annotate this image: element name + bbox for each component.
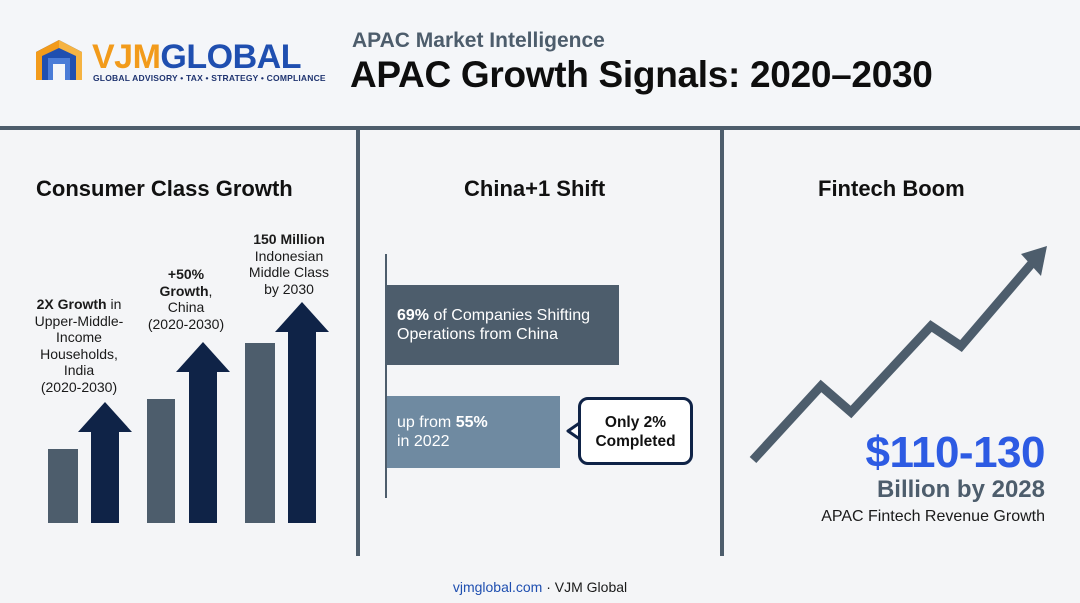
previous-prefix: up from — [397, 414, 456, 431]
footer-separator: · — [542, 579, 555, 595]
stat-china-line-2: (2020-2030) — [147, 315, 225, 332]
logo-vjm: VJM — [92, 38, 161, 76]
fintech-boom-title: Fintech Boom — [818, 176, 965, 201]
fintech-revenue-description: APAC Fintech Revenue Growth — [821, 508, 1045, 525]
stat-india-headline: 2X Growth — [36, 296, 107, 312]
china-shift-title: China+1 Shift — [464, 176, 606, 201]
consumer-bar-indonesia — [245, 343, 275, 523]
stat-indonesia-line-1: Indonesian — [254, 247, 324, 264]
stat-india: 2X Growth in Upper-Middle- Income Househ… — [20, 296, 138, 395]
fintech-revenue-value: $110-130 — [865, 428, 1045, 477]
callout-line-2: Completed — [595, 433, 676, 450]
completion-callout: Only 2% Completed — [578, 397, 693, 465]
stat-china-line-1: China — [167, 299, 205, 315]
page-title: APAC Growth Signals: 2020–2030 — [350, 54, 933, 95]
upward-trend-arrow-icon — [749, 246, 1047, 464]
stat-indonesia-headline: 150 Million — [253, 231, 325, 247]
stat-india-line-1: Upper-Middle- — [34, 312, 124, 329]
stat-india-line-2: Income — [56, 329, 102, 345]
shift-text-line-1: of Companies Shifting — [429, 307, 591, 324]
shift-percent-current: 69% — [397, 307, 430, 324]
stat-indonesia-line-2: Middle Class — [248, 264, 330, 280]
shift-text-line-2: Operations from China — [397, 326, 558, 343]
stat-indonesia: 150 Million Indonesian Middle Class by 2… — [234, 231, 344, 297]
stat-china-percent: +50% — [167, 266, 205, 282]
column-divider-2 — [720, 130, 724, 556]
bar-companies-shifting: 69% of Companies Shifting Operations fro… — [387, 285, 619, 365]
stat-india-line-3: Households, — [40, 345, 118, 362]
vjm-global-logo[interactable]: VJMGLOBAL GLOBAL ADVISORY • TAX • STRATE… — [32, 38, 332, 90]
column-divider-1 — [356, 130, 360, 556]
bar-previous-share: up from 55% in 2022 — [387, 396, 560, 468]
stat-india-in: in — [106, 296, 122, 312]
footer-website-link[interactable]: vjmglobal.com — [452, 579, 543, 595]
growth-arrow-china-icon — [176, 342, 230, 523]
growth-arrow-india-icon — [78, 402, 132, 523]
consumer-bar-india — [48, 449, 78, 523]
previous-year: in 2022 — [397, 433, 450, 450]
logo-global: GLOBAL — [160, 38, 301, 76]
consumer-class-title: Consumer Class Growth — [36, 176, 293, 201]
logo-wordmark: VJMGLOBAL — [92, 38, 301, 76]
stat-china: +50% Growth, China (2020-2030) — [132, 266, 240, 332]
stat-china-comma: , — [208, 282, 213, 299]
stat-india-line-4: India — [63, 362, 95, 378]
footer-brand: VJM Global — [554, 579, 628, 595]
previous-percent: 55% — [455, 414, 488, 431]
china-bar-axis — [385, 254, 387, 498]
header-divider — [0, 126, 1080, 130]
stat-indonesia-line-3: by 2030 — [264, 280, 314, 297]
logo-house-icon — [36, 40, 82, 80]
eyebrow-text: APAC Market Intelligence — [352, 29, 605, 52]
footer: vjmglobal.com · VJM Global — [0, 579, 1080, 595]
consumer-bar-china — [147, 399, 175, 523]
fintech-revenue-unit: Billion by 2028 — [876, 476, 1045, 503]
logo-tagline: GLOBAL ADVISORY • TAX • STRATEGY • COMPL… — [93, 73, 326, 83]
stat-china-growth: Growth — [159, 282, 209, 299]
callout-line-1: Only 2% — [604, 414, 667, 431]
header: VJMGLOBAL GLOBAL ADVISORY • TAX • STRATE… — [0, 0, 1080, 127]
growth-arrow-indonesia-icon — [275, 302, 329, 523]
stat-india-line-5: (2020-2030) — [40, 378, 118, 395]
